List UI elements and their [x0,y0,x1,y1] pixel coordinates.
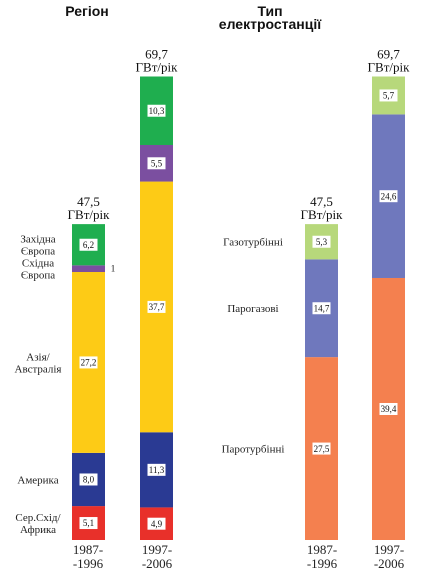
bar-value-box-region-1-0 [147,517,166,530]
bar-value-label-region-0-4: 6,2 [83,240,94,250]
bar-value-label-region-0-2: 27,2 [81,358,97,368]
bar-value-box-region-0-4 [79,238,98,251]
segment-label-region-америка: Америка [17,474,58,486]
bar-value-label-region-1-4: 10,3 [149,106,165,116]
bar-value-label-region-1-1: 11,3 [149,465,165,475]
bar-total-region-0: 47,5 [77,194,100,209]
bar-value-box-type-1-2 [379,89,398,102]
bar-value-box-region-1-3 [147,157,166,170]
x-tick-label-type-1: 1997--2006 [374,542,405,571]
segment-label-region-західна: Західна Європа [20,234,55,258]
segment-label-region-сер-схід: Сер.Схід/Африка [15,512,61,536]
segment-label-region-східна: Східна Європа [21,258,55,282]
bar-value-label-type-0-1: 14,7 [314,303,330,313]
bar-value-box-region-0-2 [79,356,98,369]
chart-title-region: Регіон [65,3,109,19]
bar-total-type-0: 47,5 [310,194,333,209]
bar-value-box-region-1-2 [147,300,166,313]
bar-value-label-region-1-2: 37,7 [149,302,165,312]
bar-value-label-region-0-1: 8,0 [83,475,95,485]
chart-title-type: Тип електростанції [219,3,322,32]
bar-value-box-region-1-4 [147,104,166,117]
bar-value-box-region-0-1 [79,473,98,486]
bar-value-label-region-1-3: 5,5 [151,158,163,168]
bar-value-box-type-1-0 [379,402,398,415]
bar-value-box-region-0-0 [79,517,98,530]
segment-label-type-паротурбінні: Паротурбінні [222,444,285,456]
bar-value-box-region-1-1 [147,463,166,476]
bar-total-type-1: 69,7 [377,46,400,61]
x-tick-label-type-0: 1987--1996 [307,542,338,571]
segment-label-type-парогазові: Парогазові [227,303,278,315]
bar-value-label-region-1-0: 4,9 [151,519,163,529]
segment-label-type-газотурбінні: Газотурбінні [223,237,283,249]
bar-value-label-type-0-0: 27,5 [314,444,330,454]
bar-value-label-type-1-1: 24,6 [381,191,397,201]
bar-value-box-type-1-1 [379,190,398,203]
bar-value-label-type-0-2: 5,3 [316,237,328,247]
bar-value-label-type-1-0: 39,4 [381,404,397,414]
bar-unit-type-1: ГВт/рік [368,59,411,74]
bar-unit-region-1: ГВт/рік [136,59,179,74]
bar-value-label-type-1-2: 5,7 [383,91,395,101]
x-tick-label-region-1: 1997--2006 [142,542,173,571]
bar-value-box-type-0-2 [312,235,331,248]
segment-label-region-азія: Азія/Австралія [15,351,62,375]
bar-value-label-region-0-0: 5,1 [83,518,94,528]
bar-segment-region-0-3 [72,265,105,273]
bar-value-box-type-0-1 [312,302,331,315]
bar-unit-region-0: ГВт/рік [68,207,111,222]
bar-total-region-1: 69,7 [145,46,168,61]
x-tick-label-region-0: 1987--1996 [73,542,104,571]
bar-unit-type-0: ГВт/рік [301,207,344,222]
bar-value-box-type-0-0 [312,442,331,455]
bar-value-label-region-0-3: 1 [111,264,116,274]
